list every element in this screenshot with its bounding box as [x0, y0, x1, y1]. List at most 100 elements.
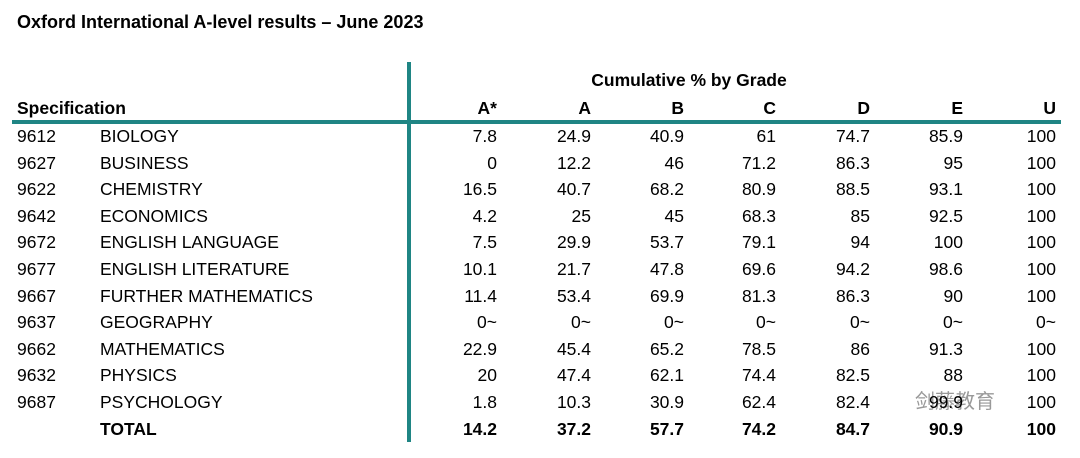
cell: 0~ [943, 312, 963, 333]
cell: 22.9 [462, 338, 497, 359]
cell: 53.4 [556, 285, 591, 306]
grade-header: U [1043, 98, 1056, 118]
grade-header: A [578, 98, 591, 118]
cell: 100 [1026, 259, 1056, 279]
spec-name: CHEMISTRY [100, 179, 203, 200]
spec-code: 9662 [17, 338, 56, 359]
total-label: TOTAL [100, 418, 157, 439]
grade-header: C [763, 98, 776, 118]
cell: 100 [1026, 205, 1056, 226]
cell: 98.6 [928, 259, 963, 279]
cell: 81.3 [741, 285, 776, 306]
cell: 95 [943, 152, 963, 173]
grade-header: A* [477, 98, 497, 118]
cell: 11.4 [464, 285, 497, 306]
group-header: Cumulative % by Grade [591, 70, 787, 90]
cell: 69.9 [649, 285, 684, 306]
cell: 69.6 [741, 259, 776, 279]
grade-header: E [951, 98, 963, 118]
cell: 88 [943, 365, 963, 386]
cell: 62.1 [649, 365, 684, 386]
spec-code: 9612 [17, 126, 56, 146]
cell: 25 [571, 205, 591, 226]
cell: 21.7 [556, 259, 591, 279]
cell: 100 [1026, 232, 1056, 253]
cell: 68.3 [741, 205, 776, 226]
total-cell: 37.2 [556, 418, 591, 439]
cell: 94.2 [835, 259, 870, 279]
cell: 100 [1026, 365, 1056, 386]
cell: 62.4 [741, 392, 776, 412]
spec-name: PHYSICS [100, 365, 177, 386]
cell: 0~ [756, 312, 776, 333]
grade-header: B [671, 98, 684, 118]
spec-code: 9637 [17, 312, 56, 333]
spec-code: 9627 [17, 152, 56, 173]
cell: 100 [1026, 179, 1056, 200]
title: Oxford International A-level results – J… [17, 12, 424, 32]
cell: 86.3 [835, 285, 870, 306]
cell: 99.9 [928, 392, 963, 412]
cell: 100 [1026, 152, 1056, 173]
cell: 40.9 [649, 126, 684, 146]
cell: 1.8 [472, 392, 497, 412]
cell: 71.2 [741, 152, 776, 173]
cell: 91.3 [928, 338, 963, 359]
cell: 86 [850, 338, 870, 359]
cell: 74.7 [835, 126, 870, 146]
cell: 20 [477, 365, 497, 386]
cell: 16.5 [462, 179, 497, 200]
cell: 53.7 [649, 232, 684, 253]
spec-name: ECONOMICS [100, 205, 208, 226]
spec-code: 9667 [17, 285, 56, 306]
cell: 0~ [664, 312, 684, 333]
cell: 78.5 [741, 338, 776, 359]
total-cell: 74.2 [741, 418, 776, 439]
cell: 47.8 [649, 259, 684, 279]
spec-code: 9672 [17, 232, 56, 253]
cell: 7.8 [472, 126, 497, 146]
spec-name: BIOLOGY [100, 126, 179, 146]
cell: 94 [850, 232, 870, 253]
cell: 0 [487, 152, 497, 173]
cell: 10.3 [556, 392, 591, 412]
cell: 12.2 [556, 152, 591, 173]
cell: 82.4 [835, 392, 870, 412]
cell: 4.2 [472, 205, 497, 226]
cell: 7.5 [472, 232, 497, 253]
cell: 86.3 [835, 152, 870, 173]
grade-header: D [857, 98, 870, 118]
cell: 0~ [571, 312, 591, 333]
cell: 74.4 [741, 365, 776, 386]
cell: 100 [933, 232, 963, 253]
cell: 80.9 [741, 179, 776, 200]
cell: 0~ [477, 312, 497, 333]
cell: 10.1 [462, 259, 497, 279]
spec-code: 9677 [17, 259, 56, 279]
cell: 100 [1026, 392, 1056, 412]
cell: 0~ [850, 312, 870, 333]
header-rule [12, 120, 1061, 124]
spec-code: 9642 [17, 205, 56, 226]
cell: 88.5 [835, 179, 870, 200]
vertical-rule [407, 62, 411, 442]
cell: 61 [756, 126, 776, 146]
spec-code: 9632 [17, 365, 56, 386]
cell: 45.4 [556, 338, 591, 359]
cell: 85 [850, 205, 870, 226]
total-cell: 14.2 [462, 418, 497, 439]
cell: 100 [1026, 126, 1056, 146]
total-cell: 84.7 [835, 418, 870, 439]
cell: 92.5 [928, 205, 963, 226]
cell: 40.7 [556, 179, 591, 200]
spec-name: MATHEMATICS [100, 338, 225, 359]
cell: 29.9 [556, 232, 591, 253]
cell: 79.1 [741, 232, 776, 253]
cell: 100 [1026, 285, 1056, 306]
spec-code: 9622 [17, 179, 56, 200]
cell: 47.4 [556, 365, 591, 386]
total-cell: 57.7 [649, 418, 684, 439]
cell: 82.5 [835, 365, 870, 386]
cell: 24.9 [556, 126, 591, 146]
